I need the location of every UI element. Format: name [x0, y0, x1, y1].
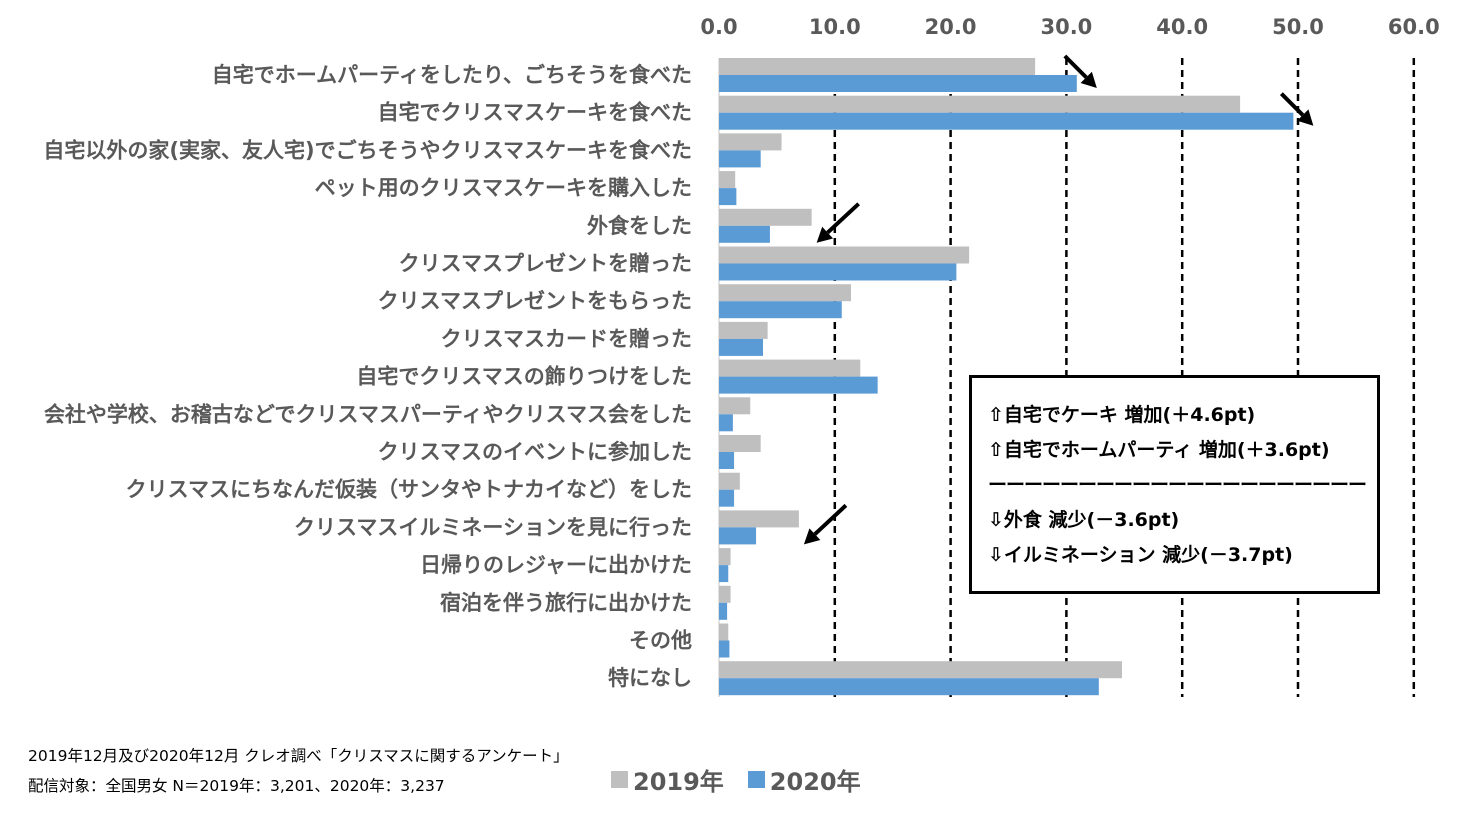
bar-2019-2 — [719, 133, 782, 151]
bar-2019-7 — [719, 321, 768, 339]
category-label: 外食をした — [587, 214, 692, 238]
annotation-line-homeparty: ⇧自宅でホームパーティ 増加(＋3.6pt) — [988, 439, 1330, 461]
x-tick-label: 0.0 — [700, 15, 737, 39]
bar-2020-12 — [719, 527, 757, 545]
trend-arrow-shaft — [1063, 54, 1088, 79]
category-label: 自宅でクリスマスの飾りつけをした — [356, 365, 692, 389]
bar-2019-11 — [719, 472, 740, 490]
bar-2019-1 — [719, 95, 1241, 113]
category-label: 自宅でクリスマスケーキを食べた — [378, 101, 692, 125]
category-label: 自宅でホームパーティをしたり、ごちそうを食べた — [212, 63, 692, 87]
legend-item-2020: 2020年 — [747, 762, 861, 797]
legend-label-2020: 2020年 — [769, 768, 861, 796]
annotation-line-cake: ⇧自宅でケーキ 増加(＋4.6pt) — [988, 404, 1256, 426]
bar-2020-8 — [719, 376, 878, 394]
category-label: 日帰りのレジャーに出かけた — [420, 553, 692, 577]
category-label: 宿泊を伴う旅行に出かけた — [440, 591, 692, 615]
trend-arrow-1 — [1279, 92, 1314, 126]
category-label: 自宅以外の家(実家、友人宅)でごちそうやクリスマスケーキを食べた — [43, 138, 692, 162]
category-label: 特になし — [608, 666, 692, 690]
x-tick-label: 60.0 — [1388, 15, 1440, 39]
x-tick-label: 30.0 — [1040, 15, 1092, 39]
x-axis-ticks: 0.0 10.0 20.0 30.0 40.0 50.0 60.0 — [700, 15, 1439, 39]
legend-item-2019: 2019年 — [611, 762, 724, 797]
category-label: クリスマスのイベントに参加した — [378, 440, 692, 464]
bar-2020-13 — [719, 565, 729, 583]
bar-2020-1 — [719, 112, 1294, 130]
bar-2019-12 — [719, 510, 799, 528]
x-tick-label: 20.0 — [925, 15, 977, 39]
bar-2020-14 — [719, 602, 728, 620]
x-tick-label: 50.0 — [1272, 15, 1324, 39]
legend-swatch-2020 — [747, 771, 765, 788]
trend-arrow-3 — [803, 503, 848, 545]
bar-2019-3 — [719, 171, 736, 189]
trend-arrow-shaft — [826, 202, 861, 235]
trend-arrow-head — [803, 528, 821, 545]
source-note: 2019年12月及び2020年12月 クレオ調べ「クリスマスに関するアンケート」… — [28, 741, 569, 801]
bar-2019-8 — [719, 359, 861, 377]
bar-2020-5 — [719, 263, 957, 281]
legend-swatch-2019 — [611, 771, 628, 788]
category-label: その他 — [629, 629, 692, 653]
bar-2020-7 — [719, 338, 764, 356]
category-label: クリスマスイルミネーションを見に行った — [294, 515, 692, 539]
trend-arrow-shaft — [1279, 92, 1305, 117]
x-tick-label: 40.0 — [1156, 15, 1208, 39]
bar-2020-11 — [719, 489, 735, 507]
category-label: クリスマスプレゼントを贈った — [399, 252, 692, 276]
bar-2019-14 — [719, 585, 731, 603]
source-line-survey: 2019年12月及び2020年12月 クレオ調べ「クリスマスに関するアンケート」 — [28, 747, 569, 765]
bar-2020-3 — [719, 188, 737, 206]
category-labels: 自宅でホームパーティをしたり、ごちそうを食べた自宅でクリスマスケーキを食べた自宅… — [43, 63, 692, 690]
category-label: クリスマスカードを贈った — [441, 327, 692, 351]
category-label: 会社や学校、お稽古などでクリスマスパーティやクリスマス会をした — [44, 402, 692, 426]
annotation-box: ⇧自宅でケーキ 増加(＋4.6pt) ⇧自宅でホームパーティ 増加(＋3.6pt… — [969, 375, 1380, 594]
annotation-line-illumination: ⇩イルミネーション 減少(－3.7pt) — [988, 544, 1293, 566]
trend-arrows — [803, 54, 1314, 545]
annotation-separator: ーーーーーーーーーーーーーーーーーーーーー — [988, 474, 1367, 496]
bar-2020-0 — [719, 75, 1077, 92]
legend: 2019年 2020年 — [611, 762, 885, 797]
trend-arrow-shaft — [813, 503, 848, 536]
bar-2019-15 — [719, 623, 729, 641]
bar-2019-9 — [719, 397, 751, 415]
annotation-line-dining-out: ⇩外食 減少(－3.6pt) — [988, 509, 1180, 531]
bar-2020-4 — [719, 225, 770, 243]
bar-2019-13 — [719, 548, 731, 566]
category-label: クリスマスにちなんだ仮装（サンタやトナカイなど）をした — [126, 478, 692, 502]
bar-2019-10 — [719, 435, 761, 452]
bar-2019-6 — [719, 284, 852, 302]
bar-2020-16 — [719, 678, 1099, 696]
trend-arrow-head — [1080, 71, 1097, 88]
category-label: クリスマスプレゼントをもらった — [378, 289, 692, 313]
bar-2020-6 — [719, 301, 842, 319]
source-line-sample: 配信対象：全国男女 N＝2019年：3,201、2020年：3,237 — [28, 777, 445, 795]
bar-2019-5 — [719, 246, 970, 264]
bar-2019-16 — [719, 661, 1122, 679]
trend-arrow-head — [816, 226, 834, 243]
bar-2020-9 — [719, 414, 733, 432]
trend-arrow-0 — [1063, 54, 1097, 88]
category-label: ペット用のクリスマスケーキを購入した — [315, 176, 692, 200]
legend-label-2019: 2019年 — [633, 768, 724, 796]
trend-arrow-head — [1297, 109, 1314, 126]
bar-2019-4 — [719, 208, 812, 226]
trend-arrow-2 — [816, 202, 861, 243]
bar-2020-2 — [719, 150, 761, 168]
x-tick-label: 10.0 — [809, 15, 861, 39]
bar-2020-10 — [719, 452, 735, 469]
bar-2019-0 — [719, 58, 1036, 75]
bar-2020-15 — [719, 640, 730, 658]
bars — [719, 58, 1294, 696]
